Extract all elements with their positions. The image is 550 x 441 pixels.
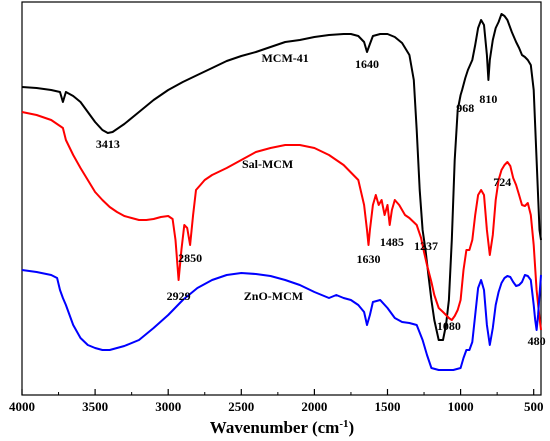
x-axis-title: Wavenumber (cm-1) bbox=[210, 418, 354, 437]
peak-label-724: 724 bbox=[493, 175, 511, 189]
series-line-mcm-41 bbox=[21, 13, 542, 341]
plot-frame bbox=[21, 1, 542, 396]
peak-label-1485: 1485 bbox=[380, 235, 404, 249]
peak-label-480: 480 bbox=[528, 334, 546, 348]
peak-label-810: 810 bbox=[479, 92, 497, 106]
x-axis-title-sup: -1 bbox=[339, 418, 348, 430]
x-tick-label-4000: 4000 bbox=[9, 399, 35, 414]
series-lines bbox=[21, 13, 542, 371]
x-tick-label-3000: 3000 bbox=[155, 399, 181, 414]
x-tick-label-500: 500 bbox=[524, 399, 544, 414]
peak-label-3413: 3413 bbox=[96, 137, 120, 151]
x-axis-tick-labels: 4000 3500 3000 2500 2000 1500 1000 500 bbox=[9, 399, 543, 414]
series-label-zno-mcm: ZnO-MCM bbox=[244, 289, 303, 303]
x-tick-label-1000: 1000 bbox=[448, 399, 474, 414]
peak-label-968: 968 bbox=[456, 101, 474, 115]
peak-label-1080: 1080 bbox=[437, 319, 461, 333]
x-axis-ticks bbox=[21, 389, 535, 395]
peak-label-2850: 2850 bbox=[178, 251, 202, 265]
x-tick-label-2000: 2000 bbox=[301, 399, 327, 414]
peak-label-1630: 1630 bbox=[356, 252, 380, 266]
x-axis-title-main: Wavenumber (cm bbox=[210, 418, 340, 437]
peak-label-2929: 2929 bbox=[167, 289, 191, 303]
series-line-sal-mcm bbox=[21, 111, 542, 331]
series-label-mcm-41: MCM-41 bbox=[261, 51, 308, 65]
series-label-sal-mcm: Sal-MCM bbox=[242, 157, 293, 171]
series-labels: MCM-41 Sal-MCM ZnO-MCM bbox=[242, 51, 309, 303]
series-line-zno-mcm bbox=[21, 269, 542, 371]
peak-label-1237: 1237 bbox=[414, 239, 438, 253]
x-tick-label-3500: 3500 bbox=[82, 399, 108, 414]
x-axis-title-close: ) bbox=[349, 418, 355, 437]
x-tick-label-1500: 1500 bbox=[374, 399, 400, 414]
x-tick-label-2500: 2500 bbox=[228, 399, 254, 414]
peak-label-1640: 1640 bbox=[355, 57, 379, 71]
